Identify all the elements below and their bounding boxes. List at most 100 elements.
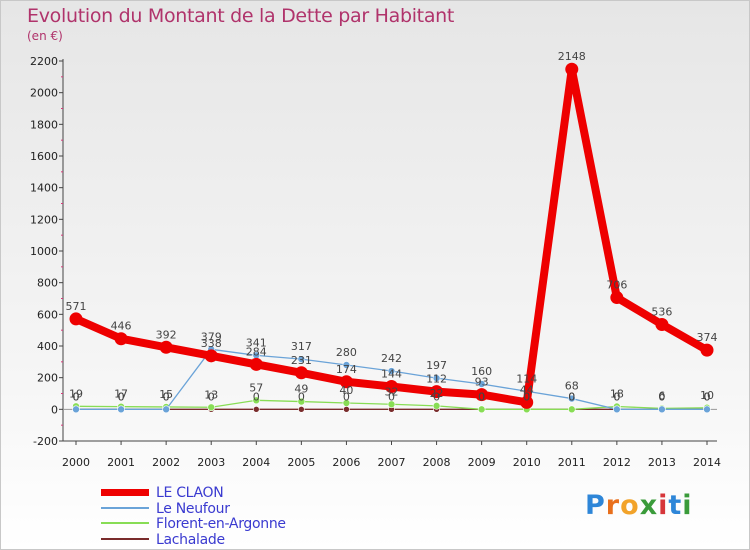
data-label: 0	[118, 390, 125, 403]
data-label: 0	[658, 390, 665, 403]
data-label: 2148	[558, 50, 586, 63]
data-label: 0	[163, 390, 170, 403]
data-label: 280	[336, 346, 357, 359]
legend-label: LE CLAON	[156, 485, 224, 501]
proxiti-logo: Proxiti	[585, 490, 693, 521]
data-label: 10	[700, 389, 714, 402]
data-label: 0	[208, 390, 215, 403]
x-tick-label: 2008	[423, 456, 451, 469]
data-label: 18	[610, 387, 624, 400]
data-label: 0	[73, 390, 80, 403]
data-label: 536	[651, 305, 672, 318]
x-tick-label: 2013	[648, 456, 676, 469]
data-point	[658, 405, 666, 414]
data-label: 0	[478, 390, 485, 403]
data-label: 0	[433, 390, 440, 403]
data-label: 57	[249, 381, 263, 394]
data-label: 0	[613, 390, 620, 403]
x-tick-label: 2001	[107, 456, 135, 469]
data-point	[204, 349, 218, 363]
x-tick-label: 2002	[152, 456, 180, 469]
data-point	[387, 400, 396, 409]
data-label: 379	[201, 330, 222, 343]
data-label: 44	[520, 383, 534, 396]
data-label: 0	[163, 390, 170, 403]
y-tick-label: 1600	[30, 150, 58, 163]
data-point	[69, 312, 83, 326]
data-point	[567, 405, 576, 414]
y-tick-label: 2200	[30, 55, 58, 68]
data-label: 0	[613, 390, 620, 403]
data-label: 317	[291, 340, 312, 353]
y-tick-label: 600	[37, 308, 58, 321]
y-tick-label: 400	[37, 340, 58, 353]
legend-swatch	[101, 506, 149, 509]
data-point	[207, 403, 216, 412]
data-point	[565, 62, 579, 76]
data-label: 392	[156, 328, 177, 341]
data-label: 571	[66, 300, 87, 313]
data-point	[343, 406, 350, 413]
legend-label: Florent-en-Argonne	[156, 516, 286, 532]
data-label: 0	[253, 390, 260, 403]
data-label: 197	[426, 359, 447, 372]
data-point	[475, 388, 489, 402]
data-point	[252, 406, 260, 413]
data-label: 0	[568, 390, 575, 403]
data-label: 68	[565, 380, 579, 393]
data-label: 446	[111, 320, 132, 333]
data-point	[430, 385, 444, 399]
x-tick-label: 2005	[287, 456, 315, 469]
data-label: 174	[336, 363, 357, 376]
x-tick-label: 2011	[558, 456, 586, 469]
data-label: 0	[523, 390, 530, 403]
y-tick-label: 200	[37, 372, 58, 385]
data-label: 93	[475, 376, 489, 389]
data-point	[114, 332, 128, 346]
data-point	[432, 402, 441, 410]
y-tick-label: 0	[51, 403, 58, 416]
data-label: 338	[201, 337, 222, 350]
x-tick-label: 2006	[332, 456, 360, 469]
data-point	[610, 291, 624, 305]
data-point	[117, 405, 125, 414]
data-point	[703, 405, 711, 414]
y-tick-label: 1800	[30, 118, 58, 131]
data-point	[567, 394, 576, 403]
data-label: 19	[69, 387, 83, 400]
legend-label: Lachalade	[156, 531, 225, 548]
data-label: 17	[114, 388, 128, 401]
data-point	[655, 317, 669, 331]
data-label: 32	[385, 385, 399, 398]
data-label: 6	[658, 389, 665, 402]
x-tick-label: 2003	[197, 456, 225, 469]
data-label: 112	[426, 373, 447, 386]
data-point	[162, 405, 170, 414]
data-label: 374	[697, 331, 718, 344]
data-point	[297, 397, 306, 406]
data-label: 40	[339, 384, 353, 397]
data-label: 0	[73, 390, 80, 403]
data-label: 231	[291, 354, 312, 367]
data-point	[432, 374, 441, 382]
data-label: 284	[246, 345, 267, 358]
data-point	[294, 366, 308, 380]
data-label: 0	[704, 390, 711, 403]
y-tick-label: -200	[33, 435, 58, 448]
data-label: 0	[298, 390, 305, 403]
data-point	[159, 340, 173, 354]
y-tick-label: 2000	[30, 87, 58, 100]
y-tick-label: 1200	[30, 213, 58, 226]
x-tick-label: 2004	[242, 456, 270, 469]
y-tick-label: 1400	[30, 182, 58, 195]
data-label: 242	[381, 352, 402, 365]
data-label: 0	[658, 390, 665, 403]
y-tick-label: 800	[37, 277, 58, 290]
data-label: 0	[523, 390, 530, 403]
data-point	[249, 357, 263, 371]
data-point	[342, 361, 351, 369]
data-label: 15	[159, 388, 173, 401]
data-label: 0	[118, 390, 125, 403]
